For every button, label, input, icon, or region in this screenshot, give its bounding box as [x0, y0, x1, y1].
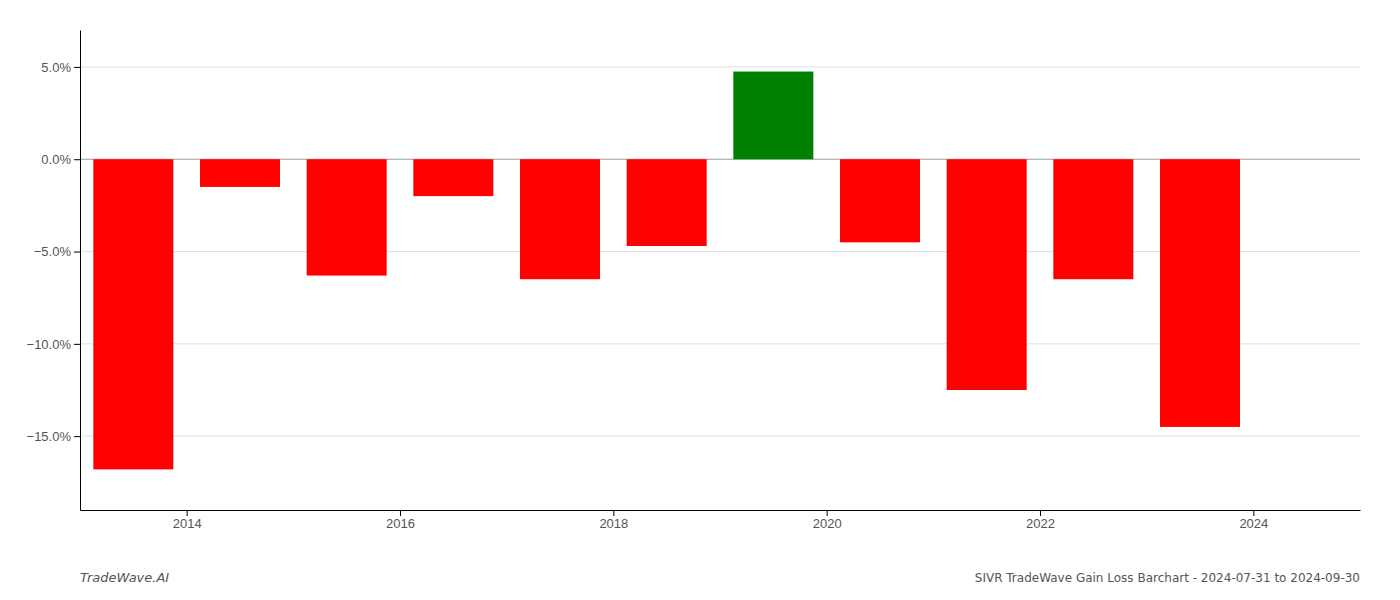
- y-tick-mark: [74, 436, 80, 437]
- bar: [200, 159, 280, 187]
- grid: [80, 67, 1360, 436]
- x-tick-mark: [827, 510, 828, 516]
- y-tick: 0.0%: [41, 152, 80, 167]
- y-tick: 5.0%: [41, 60, 80, 75]
- bar: [1053, 159, 1133, 279]
- x-tick-label: 2024: [1239, 516, 1268, 531]
- background: [0, 0, 1400, 600]
- x-tick-label: 2018: [599, 516, 628, 531]
- bars: [93, 72, 1240, 470]
- y-tick-mark: [74, 252, 80, 253]
- grid-line: [80, 436, 1360, 437]
- x-tick: 2014: [173, 510, 202, 531]
- x-axis: 2014 2016 2018 2020 2022 2024: [81, 510, 1361, 531]
- x-tick-label: 2022: [1026, 516, 1055, 531]
- x-tick-mark: [1253, 510, 1254, 516]
- grid-line: [80, 66, 1360, 67]
- x-tick-mark: [613, 510, 614, 516]
- x-tick-mark: [1040, 510, 1041, 516]
- y-tick-mark: [74, 344, 80, 345]
- y-axis-line: [80, 31, 81, 511]
- bar: [93, 159, 173, 469]
- y-tick-label: 5.0%: [41, 60, 71, 75]
- title: SIVR TradeWave Gain Loss Barchart - 2024…: [975, 571, 1360, 585]
- y-tick: −15.0%: [27, 429, 80, 444]
- x-tick: 2022: [1026, 510, 1055, 531]
- x-tick: 2024: [1239, 510, 1268, 531]
- x-tick-label: 2020: [813, 516, 842, 531]
- bar: [627, 159, 707, 246]
- bar: [1160, 159, 1240, 427]
- x-tick: 2016: [386, 510, 415, 531]
- x-tick: 2018: [599, 510, 628, 531]
- y-tick-label: −5.0%: [34, 244, 72, 259]
- chart: −15.0% −10.0% −5.0% 0.0% 5.0% 2014 2016 2018 202…: [0, 0, 1400, 600]
- plot: −15.0% −10.0% −5.0% 0.0% 5.0% 2014 2016 2018 202…: [27, 31, 1361, 532]
- y-tick-label: −15.0%: [27, 429, 72, 444]
- bar: [733, 72, 813, 160]
- y-axis: −15.0% −10.0% −5.0% 0.0% 5.0%: [27, 31, 81, 511]
- x-axis-line: [81, 510, 1361, 511]
- bar: [520, 159, 600, 279]
- y-tick-mark: [74, 67, 80, 68]
- y-tick: −5.0%: [34, 244, 80, 259]
- y-tick-mark: [74, 159, 80, 160]
- x-tick-mark: [187, 510, 188, 516]
- annotation: TradeWave.AI: [80, 570, 169, 585]
- bar: [307, 159, 387, 275]
- bar: [947, 159, 1027, 390]
- x-tick-mark: [400, 510, 401, 516]
- x-tick: 2020: [813, 510, 842, 531]
- y-tick: −10.0%: [27, 337, 80, 352]
- y-tick-label: 0.0%: [41, 152, 71, 167]
- bar: [840, 159, 920, 242]
- bar: [413, 159, 493, 196]
- y-tick-label: −10.0%: [27, 337, 72, 352]
- x-tick-label: 2016: [386, 516, 415, 531]
- x-tick-label: 2014: [173, 516, 202, 531]
